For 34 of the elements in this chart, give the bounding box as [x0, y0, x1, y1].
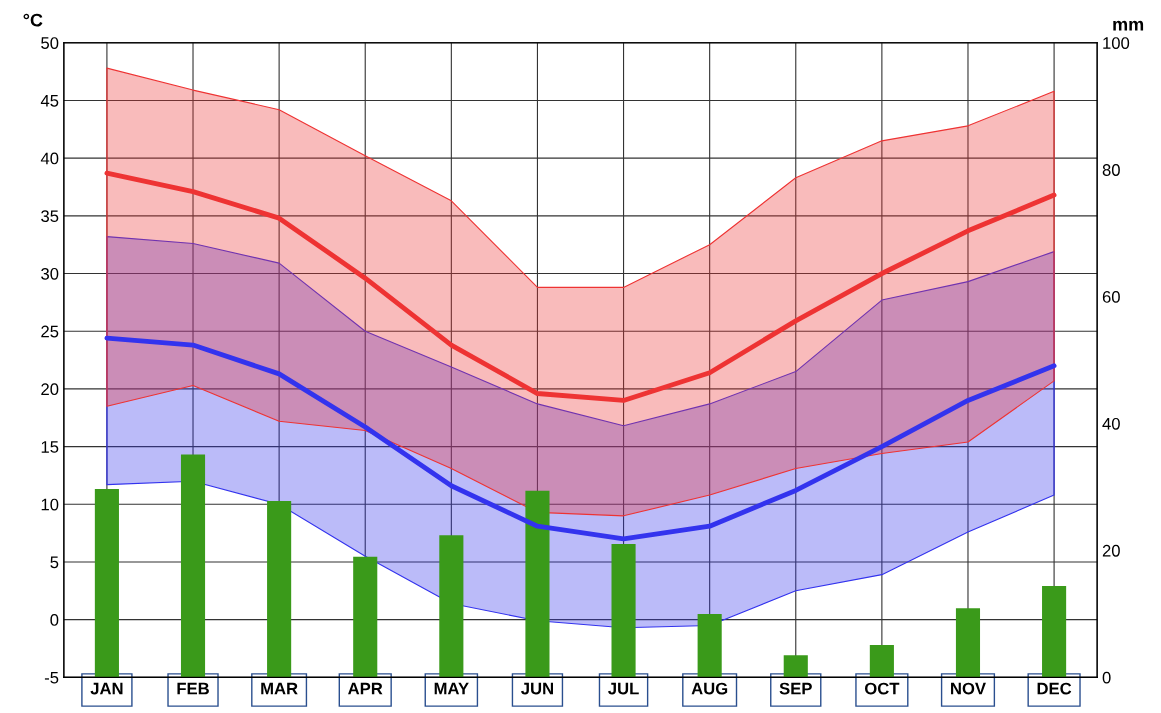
y-tick-label: 10 — [41, 498, 59, 511]
y-tick-label: 30 — [41, 267, 59, 280]
x-tick-label: MAR — [261, 682, 298, 695]
y2-tick-label: 20 — [1102, 544, 1120, 557]
y-axis-title: °C — [23, 13, 43, 27]
y2-axis-title: mm — [1113, 20, 1144, 31]
y-tick-label: 40 — [40, 152, 59, 165]
x-tick-label: DEC — [1037, 682, 1072, 695]
line-series — [104, 170, 1057, 403]
y2-tick-label: 80 — [1102, 164, 1120, 176]
y-tick-label: 20 — [41, 383, 59, 396]
y2-tick-label: 100 — [1103, 37, 1130, 49]
y-tick-label: 45 — [40, 95, 59, 107]
x-tick-label: MAY — [434, 682, 469, 695]
y-tick-label: 15 — [41, 441, 59, 453]
y-tick-label: 35 — [41, 210, 59, 223]
y2-tick-label: 40 — [1102, 417, 1120, 430]
x-tick-label: JUL — [608, 682, 639, 695]
y-tick-label: 50 — [41, 37, 59, 49]
y-tick-label: 0 — [50, 614, 59, 626]
x-tick-label: NOV — [951, 682, 986, 695]
y2-tick-label: 0 — [1102, 671, 1111, 684]
x-tick-label: APR — [348, 682, 383, 695]
x-tick-label: FEB — [177, 682, 209, 695]
x-tick-label: JUN — [521, 682, 553, 695]
x-tick-label: JAN — [90, 682, 123, 695]
x-tick-label: OCT — [864, 682, 900, 695]
y-tick-label: 25 — [41, 325, 59, 338]
x-tick-label: AUG — [691, 682, 728, 695]
line-series — [104, 335, 1057, 542]
y-tick-label: -5 — [44, 671, 59, 684]
x-tick-label: SEP — [779, 682, 812, 695]
y2-tick-label: 60 — [1102, 291, 1120, 303]
y-tick-label: 5 — [50, 556, 59, 569]
